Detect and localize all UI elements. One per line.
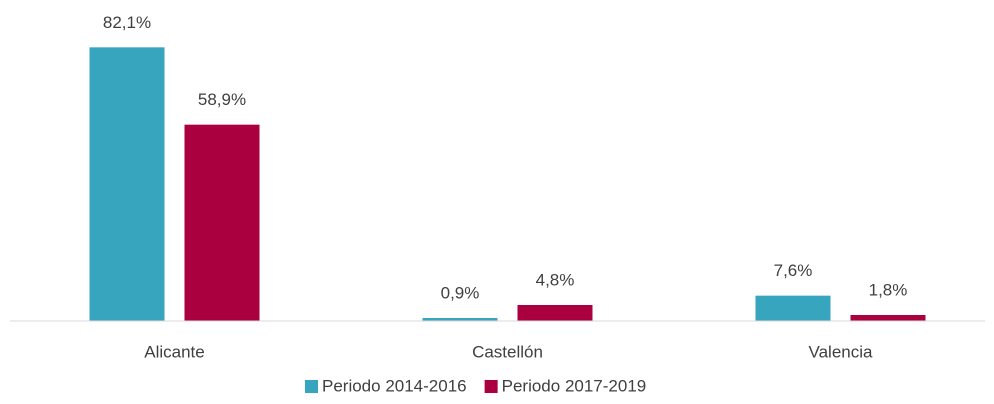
bar <box>850 315 926 321</box>
data-label: 82,1% <box>103 13 151 32</box>
data-label: 4,8% <box>536 270 575 289</box>
legend-swatch <box>484 380 498 393</box>
x-tick-label: Castellón <box>472 342 543 361</box>
data-label: 0,9% <box>441 283 480 302</box>
bar <box>184 124 260 322</box>
data-label: 7,6% <box>774 261 813 280</box>
data-label: 1,8% <box>869 280 908 299</box>
legend-label: Periodo 2014-2016 <box>322 376 467 395</box>
x-tick-label: Valencia <box>809 342 873 361</box>
x-tick-label: Alicante <box>144 342 204 361</box>
bar <box>755 295 831 321</box>
bar <box>89 47 165 321</box>
bar <box>517 305 593 321</box>
bar <box>422 318 498 321</box>
legend-swatch <box>305 380 318 393</box>
data-label: 58,9% <box>198 90 246 109</box>
legend-label: Periodo 2017-2019 <box>502 376 647 395</box>
